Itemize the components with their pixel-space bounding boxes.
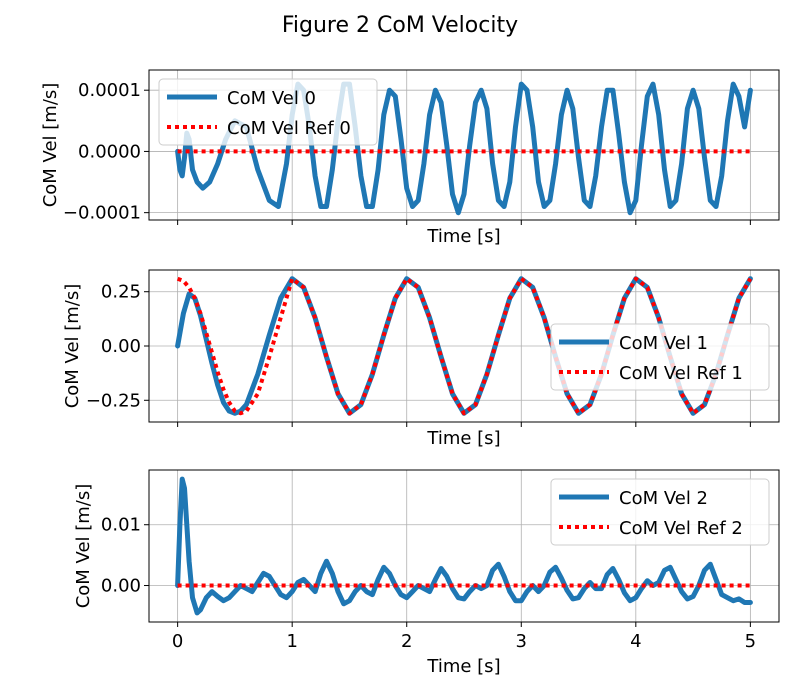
legend-1: CoM Vel 1 CoM Vel Ref 1 <box>550 323 770 391</box>
y-tick-label-1: 0.01 <box>101 515 141 536</box>
x-tick-label-5: 5 <box>745 631 756 652</box>
x-tick-label-4: 4 <box>630 631 641 652</box>
legend-2: CoM Vel 2 CoM Vel Ref 2 <box>550 478 770 546</box>
x-axis-label: Time [s] <box>426 226 500 247</box>
subplot-2: 0 1 2 3 4 5 0.00 0.01 Time [s] CoM Vel [m/s] CoM V… <box>73 469 780 677</box>
y-tick-label-0: −0.25 <box>86 390 141 411</box>
x-axis-label: Time [s] <box>426 656 500 677</box>
legend-label-0: CoM Vel 0 <box>227 88 316 109</box>
x-tick-label-0: 0 <box>172 631 183 652</box>
y-tick-label-2: 0.25 <box>101 282 141 303</box>
y-axis-label: CoM Vel [m/s] <box>73 484 94 609</box>
y-tick-label-0: −0.0001 <box>63 203 141 224</box>
legend-label-0: CoM Vel 2 <box>619 488 708 509</box>
series-line-1-1 <box>176 276 753 416</box>
x-axis-label: Time [s] <box>426 428 500 449</box>
legend-0: CoM Vel 0 CoM Vel Ref 0 <box>158 78 378 146</box>
figure-title: Figure 2 CoM Velocity <box>282 13 518 38</box>
legend-label-1: CoM Vel Ref 0 <box>227 118 351 139</box>
y-tick-label-1: 0.00 <box>101 336 141 357</box>
x-tick-label-2: 2 <box>401 631 412 652</box>
legend-label-1: CoM Vel Ref 2 <box>619 518 743 539</box>
legend-label-1: CoM Vel Ref 1 <box>619 363 743 384</box>
y-axis-label: CoM Vel [m/s] <box>62 284 83 409</box>
legend-label-0: CoM Vel 1 <box>619 333 708 354</box>
subplot-1: −0.25 0.00 0.25 Time [s] CoM Vel [m/s] CoM Ve… <box>62 269 780 449</box>
x-tick-label-3: 3 <box>516 631 527 652</box>
series-line-0-0 <box>175 81 753 216</box>
y-tick-label-2: 0.0001 <box>78 80 141 101</box>
y-tick-label-1: 0.0000 <box>78 141 141 162</box>
axes-frame-2 <box>148 469 780 623</box>
axes-frame-0 <box>148 69 780 221</box>
y-axis-label: CoM Vel [m/s] <box>40 83 61 208</box>
x-tick-label-1: 1 <box>286 631 297 652</box>
y-tick-label-0: 0.00 <box>101 576 141 597</box>
subplot-0: −0.0001 0.0000 0.0001 Time [s] CoM Vel [m/s]… <box>40 69 780 247</box>
